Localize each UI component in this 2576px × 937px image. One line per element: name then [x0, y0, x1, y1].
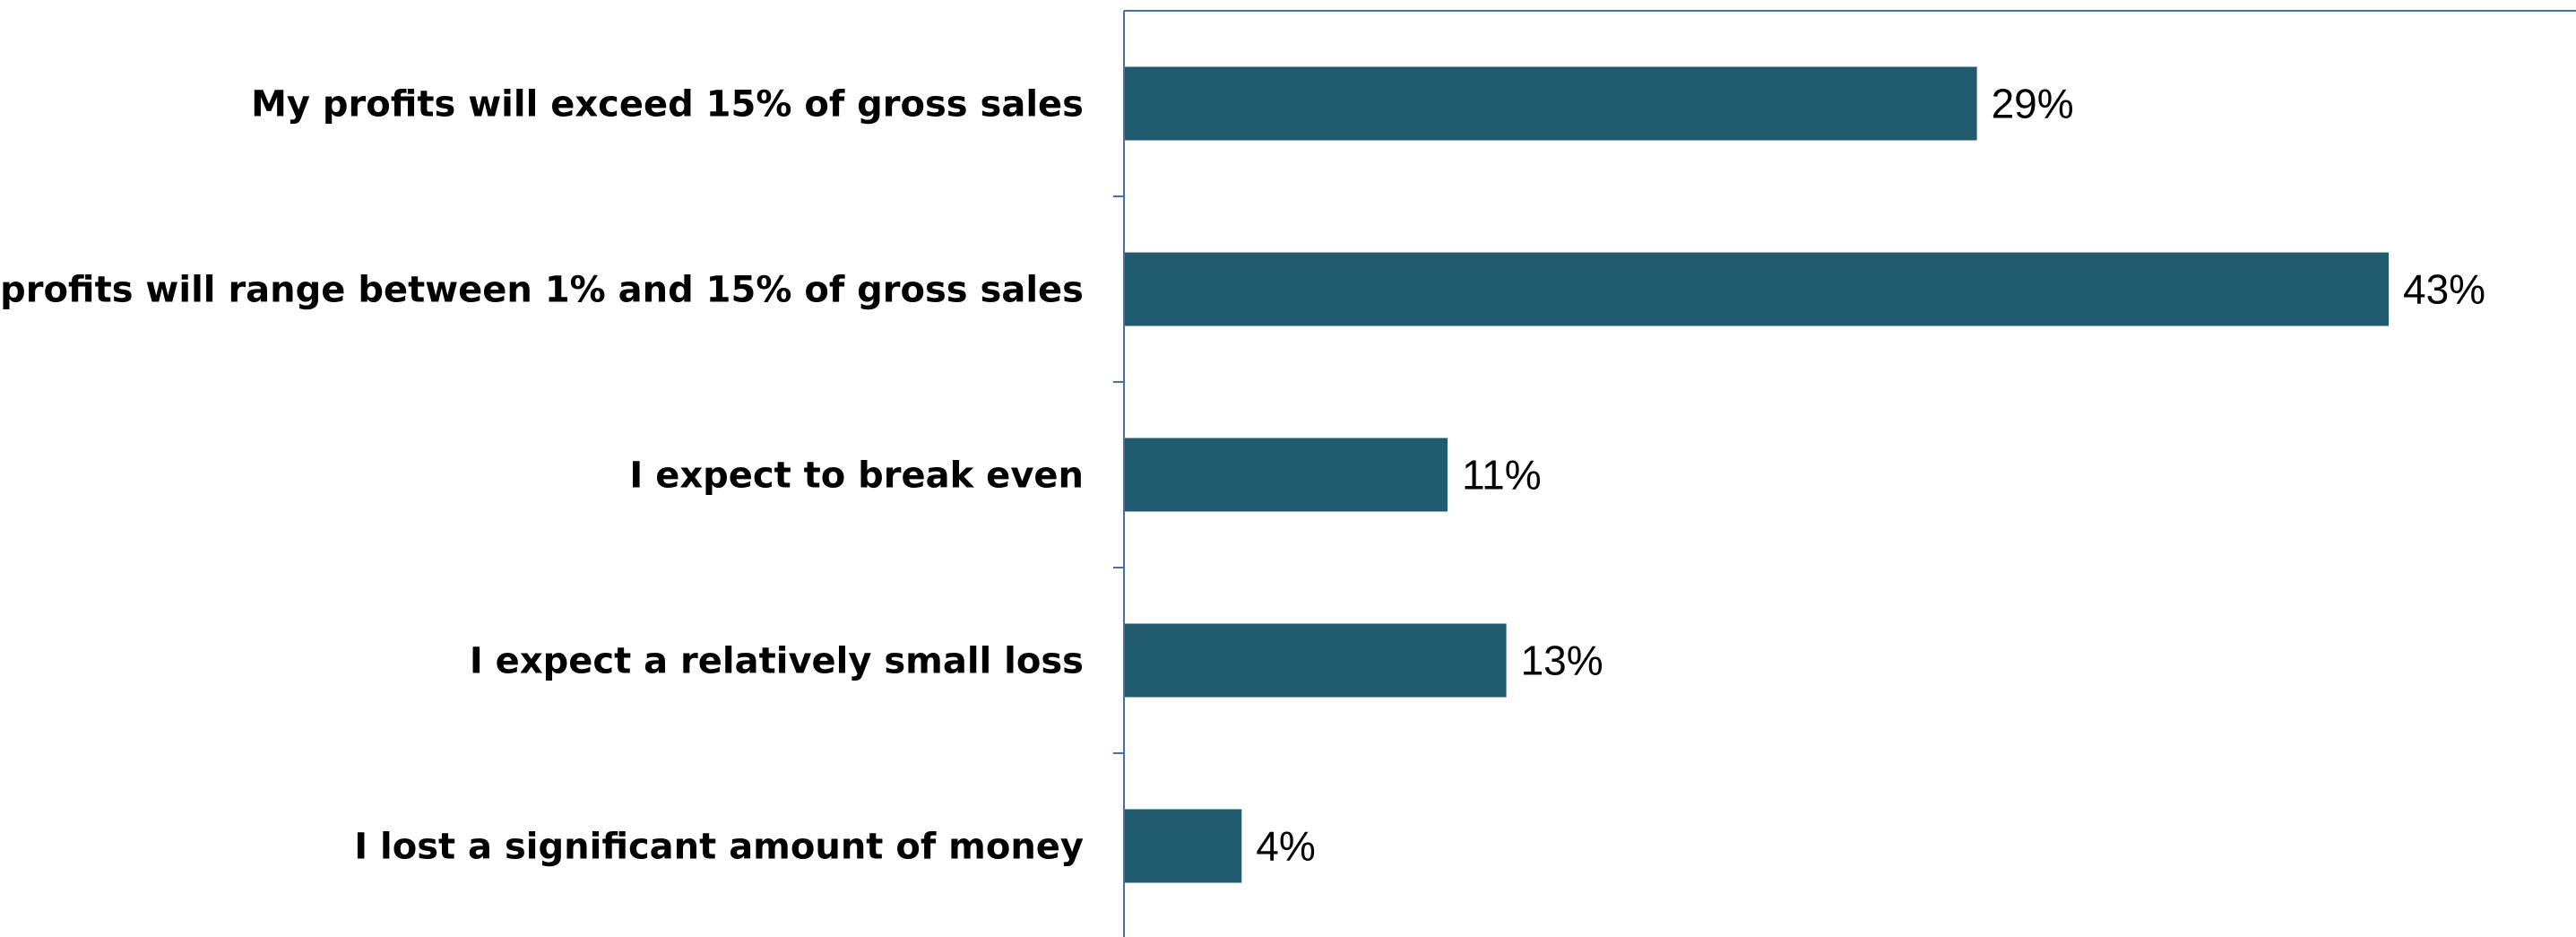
- category-label-2: My profits will range between 1% and 15%…: [0, 270, 1084, 311]
- data-label-5: 4%: [1256, 823, 1315, 870]
- bars-layer: [1124, 66, 2389, 883]
- category-label-3: I expect to break even: [629, 455, 1084, 497]
- bar-3: [1124, 438, 1448, 512]
- labels-layer: 29% My profits will exceed 15% of gross s…: [0, 81, 2485, 870]
- axis-layer: [1113, 10, 2576, 937]
- data-label-4: 13%: [1521, 638, 1604, 684]
- category-label-4: I expect a relatively small loss: [470, 641, 1084, 682]
- category-label-1: My profits will exceed 15% of gross sale…: [251, 84, 1084, 126]
- data-label-1: 29%: [1992, 81, 2074, 127]
- bar-5: [1124, 809, 1242, 883]
- bar-4: [1124, 623, 1507, 698]
- bar-1: [1124, 66, 1977, 141]
- category-label-5: I lost a significant amount of money: [354, 827, 1084, 868]
- bar-2: [1124, 252, 2389, 326]
- data-label-2: 43%: [2403, 266, 2485, 313]
- data-label-3: 11%: [1462, 452, 1542, 499]
